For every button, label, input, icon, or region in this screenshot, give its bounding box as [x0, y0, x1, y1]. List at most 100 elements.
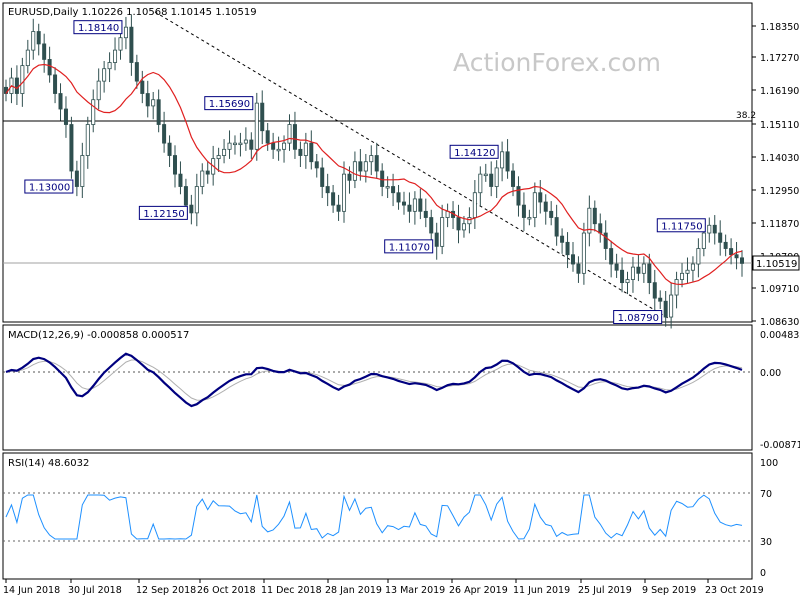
watermark-text: ActionForex.com	[453, 48, 661, 77]
candle	[489, 161, 494, 197]
swing-annotation: 1.08790	[613, 310, 663, 325]
svg-text:1.13000: 1.13000	[29, 183, 70, 194]
x-tick-label: 28 Jan 2019	[325, 585, 382, 596]
candle	[53, 67, 58, 104]
price-tick-label: 1.08630	[760, 317, 799, 328]
candle	[549, 201, 554, 226]
candle	[576, 256, 581, 283]
moving-average	[5, 63, 743, 286]
candle	[151, 91, 156, 120]
macd-panel-frame	[2, 324, 753, 451]
x-tick-label: 11 Dec 2018	[261, 585, 322, 596]
candle	[581, 222, 586, 285]
macd-lines	[3, 352, 752, 408]
price-tick-label: 1.11870	[760, 219, 799, 230]
candle	[478, 166, 483, 207]
svg-text:1.11070: 1.11070	[389, 242, 430, 253]
candle	[712, 215, 717, 245]
candle	[243, 127, 248, 151]
candle	[173, 145, 178, 188]
candle	[254, 92, 259, 161]
candle	[412, 191, 417, 225]
candle	[729, 238, 734, 265]
swing-annotation: 1.15690	[204, 96, 254, 111]
candle	[123, 16, 128, 50]
candle	[663, 290, 668, 327]
x-tick-label: 9 Sep 2019	[642, 585, 696, 596]
candle	[483, 163, 488, 182]
candle	[429, 209, 434, 245]
candle	[407, 192, 412, 223]
candle	[674, 271, 679, 309]
macd-main-line	[5, 352, 743, 408]
rsi-panel-title: RSI(14) 48.6032	[8, 458, 89, 469]
y-axis-ticks: 1.18350 1.17270 1.16190 1.15110 1.14030 1.129…	[752, 22, 800, 579]
candle	[14, 65, 19, 105]
candle	[718, 220, 723, 256]
candle	[620, 257, 625, 293]
macd-tick-label: 0.004832	[760, 330, 800, 341]
candle	[456, 204, 461, 244]
candle	[609, 240, 614, 278]
candle	[369, 145, 374, 176]
svg-text:1.08790: 1.08790	[618, 313, 659, 324]
ma-line	[5, 63, 743, 286]
candle	[129, 14, 134, 76]
candle	[723, 234, 728, 257]
candle	[189, 194, 194, 225]
fib-382-label: 38.2	[736, 111, 756, 121]
candle	[352, 151, 357, 189]
candle	[85, 116, 90, 169]
macd-panel-title: MACD(12,26,9) -0.000858 0.000517	[8, 330, 189, 341]
candle	[669, 282, 674, 329]
price-tick-label: 1.18350	[760, 22, 799, 33]
x-tick-label: 11 Jun 2019	[513, 585, 570, 596]
rsi-tick-label: 0	[760, 568, 766, 579]
candle	[680, 263, 685, 288]
candle	[570, 242, 575, 272]
candle	[652, 269, 657, 312]
candle	[232, 135, 237, 155]
swing-annotation: 1.14120	[449, 144, 499, 159]
candle	[434, 222, 439, 260]
svg-text:1.15690: 1.15690	[209, 99, 250, 110]
candle	[276, 136, 281, 161]
candle	[69, 116, 74, 179]
candle	[647, 253, 652, 295]
candle	[134, 54, 139, 89]
candle	[265, 122, 270, 151]
x-tick-label: 12 Sep 2018	[136, 585, 196, 596]
candle	[500, 141, 505, 182]
price-panel-title: EURUSD,Daily 1.10226 1.10568 1.10145 1.1…	[8, 7, 257, 18]
candle	[96, 68, 101, 110]
candle	[342, 161, 347, 223]
candle	[543, 194, 548, 225]
candle	[145, 80, 150, 118]
candle	[461, 215, 466, 238]
x-tick-label: 26 Apr 2019	[449, 585, 508, 596]
candle	[178, 161, 183, 195]
candle	[636, 254, 641, 282]
candle	[630, 256, 635, 293]
candle	[532, 182, 537, 228]
swing-annotation: 1.13000	[24, 179, 74, 194]
swing-annotation: 1.11070	[384, 239, 434, 254]
candle	[298, 141, 303, 167]
candle	[696, 238, 701, 278]
candle	[336, 194, 341, 221]
macd-tick-label: 0.00	[760, 368, 781, 379]
price-annotations: 1.18140 1.13000 1.12150 1.15690 1.11070 1.141…	[24, 20, 706, 325]
x-axis-ticks: 14 Jun 2018 30 Jul 2018 12 Sep 2018 26 Oct …	[3, 579, 764, 596]
candle	[587, 195, 592, 247]
candle	[734, 242, 739, 270]
candle	[194, 173, 199, 227]
candle	[494, 160, 499, 198]
svg-text:1.18140: 1.18140	[78, 23, 119, 34]
candle	[418, 188, 423, 220]
candle	[505, 139, 510, 179]
candle	[249, 132, 254, 159]
x-tick-label: 25 Jul 2019	[578, 585, 632, 596]
candle	[614, 253, 619, 278]
swing-annotation: 1.11750	[656, 218, 706, 233]
candle	[592, 200, 597, 232]
